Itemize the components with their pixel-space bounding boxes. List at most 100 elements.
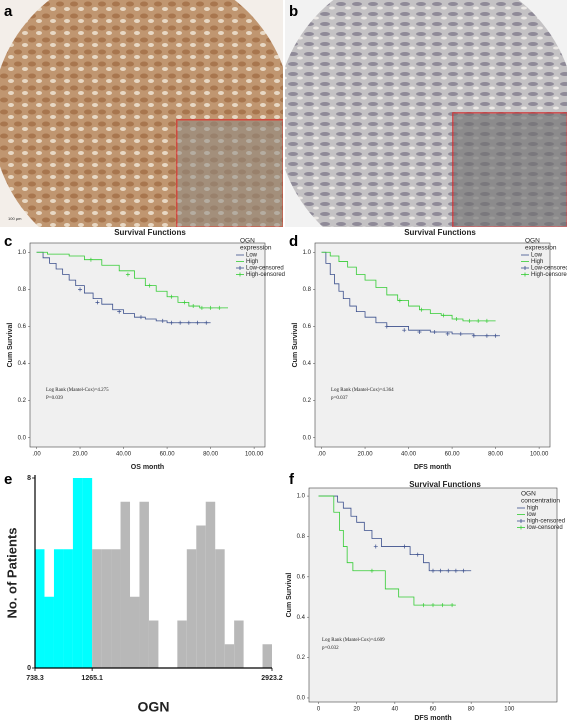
histogram-bar [101, 549, 112, 668]
histogram-bar [53, 549, 64, 668]
censor-mark [373, 544, 378, 549]
censor-mark [461, 568, 466, 573]
x-tick-label: 20 [353, 707, 360, 713]
x-tick-label: 100.00 [530, 452, 549, 458]
censor-mark [169, 294, 174, 299]
legend-label: Low [531, 253, 543, 259]
censor-mark [467, 318, 472, 323]
y-tick-label: 0.4 [297, 615, 306, 621]
censor-mark [476, 318, 481, 323]
censor-mark [402, 328, 407, 333]
censor-mark [484, 318, 489, 323]
y-tick-label: 8 [27, 475, 31, 482]
censor-mark [484, 333, 489, 338]
x-tick-label: 80.00 [488, 452, 504, 458]
y-tick-label: 0.8 [297, 534, 306, 540]
x-tick-label: 738.3 [26, 675, 44, 682]
histogram-bar [35, 549, 45, 668]
censor-mark [421, 603, 426, 608]
legend-label: High [531, 259, 543, 265]
x-tick-label: 1265.1 [81, 675, 103, 682]
censor-mark [471, 333, 476, 338]
x-axis-label: DFS month [414, 715, 451, 722]
x-tick-label: 2923.2 [261, 675, 283, 682]
legend-title: concentration [521, 498, 560, 505]
censor-mark [208, 305, 213, 310]
censor-mark [204, 320, 209, 325]
censor-mark [186, 320, 191, 325]
legend-label: high [527, 506, 538, 512]
censor-mark [195, 320, 200, 325]
legend-label: High-censored [246, 272, 285, 278]
censor-mark [431, 568, 435, 573]
y-tick-label: 0.2 [297, 655, 306, 661]
legend-title: OGN [521, 491, 536, 498]
micrograph-b [285, 0, 567, 227]
censor-mark [446, 568, 451, 573]
histogram-bar [44, 596, 54, 668]
y-tick-label: 0.2 [303, 398, 312, 404]
y-tick-label: 1.0 [303, 250, 312, 256]
x-tick-label: 100.00 [245, 452, 264, 458]
x-tick-label: 100 [504, 707, 515, 713]
censor-mark [125, 272, 130, 277]
y-axis-label: No. of Patients [4, 527, 19, 618]
censor-mark [402, 544, 407, 549]
legend-title: expression [525, 245, 557, 252]
y-axis-label: Cum Survival [292, 323, 299, 368]
y-tick-label: 1.0 [18, 250, 27, 256]
x-tick-label: 0 [317, 707, 321, 713]
histogram-bar [262, 644, 272, 668]
x-tick-label: 40.00 [401, 452, 417, 458]
legend-label: low-censored [527, 525, 563, 531]
histogram-bar [82, 478, 93, 668]
x-tick-label: 80 [468, 707, 475, 713]
x-tick-label: 60.00 [445, 452, 461, 458]
y-tick-label: 0.0 [303, 435, 312, 441]
annotation: Log Rank (Mantel-Cox)=4.275 [46, 388, 109, 393]
legend-label: Low [246, 253, 258, 259]
histogram-bar [205, 501, 216, 668]
histogram-bar [111, 549, 121, 668]
x-axis-label: OGN [138, 699, 170, 715]
censor-mark [160, 318, 165, 323]
x-tick-label: .00 [317, 452, 326, 458]
censor-mark [450, 603, 455, 608]
histogram-bar [215, 549, 225, 668]
censor-mark [384, 324, 389, 329]
survival-curve [36, 251, 229, 309]
x-tick-label: 60.00 [160, 452, 176, 458]
x-tick-label: 20.00 [358, 452, 374, 458]
y-tick-label: 0.4 [303, 361, 312, 367]
annotation: Log Rank (Mantel-Cox)=4.364 [331, 388, 394, 393]
x-tick-label: 60 [430, 707, 437, 713]
legend-label: High [246, 259, 258, 265]
y-tick-label: 0.2 [18, 398, 27, 404]
y-tick-label: 0.0 [18, 435, 27, 441]
censor-mark [369, 568, 374, 573]
chart-title: Survival Functions [409, 480, 481, 489]
x-axis-label: DFS month [414, 464, 451, 471]
legend-title: OGN [240, 238, 255, 245]
y-tick-label: 0 [27, 665, 31, 672]
plot-area [314, 242, 551, 448]
y-tick-label: 0.8 [303, 287, 312, 293]
chart-title: Survival Functions [114, 228, 186, 237]
histogram-bar [234, 620, 244, 668]
micrograph-a [0, 0, 283, 227]
censor-mark [78, 287, 83, 292]
annotation: p=0.032 [322, 646, 339, 651]
censor-mark [417, 330, 422, 335]
legend-label: low [527, 512, 537, 518]
panel-label: f [289, 471, 295, 488]
y-tick-label: 0.6 [303, 324, 312, 330]
histogram-bar [63, 549, 73, 668]
censor-mark [182, 300, 187, 305]
censor-mark [431, 603, 435, 608]
y-tick-label: 1.0 [297, 494, 306, 500]
panel-label: b [289, 3, 298, 20]
annotation: P=0.039 [46, 396, 63, 401]
censor-mark [138, 315, 143, 320]
survival-curve [318, 495, 456, 606]
